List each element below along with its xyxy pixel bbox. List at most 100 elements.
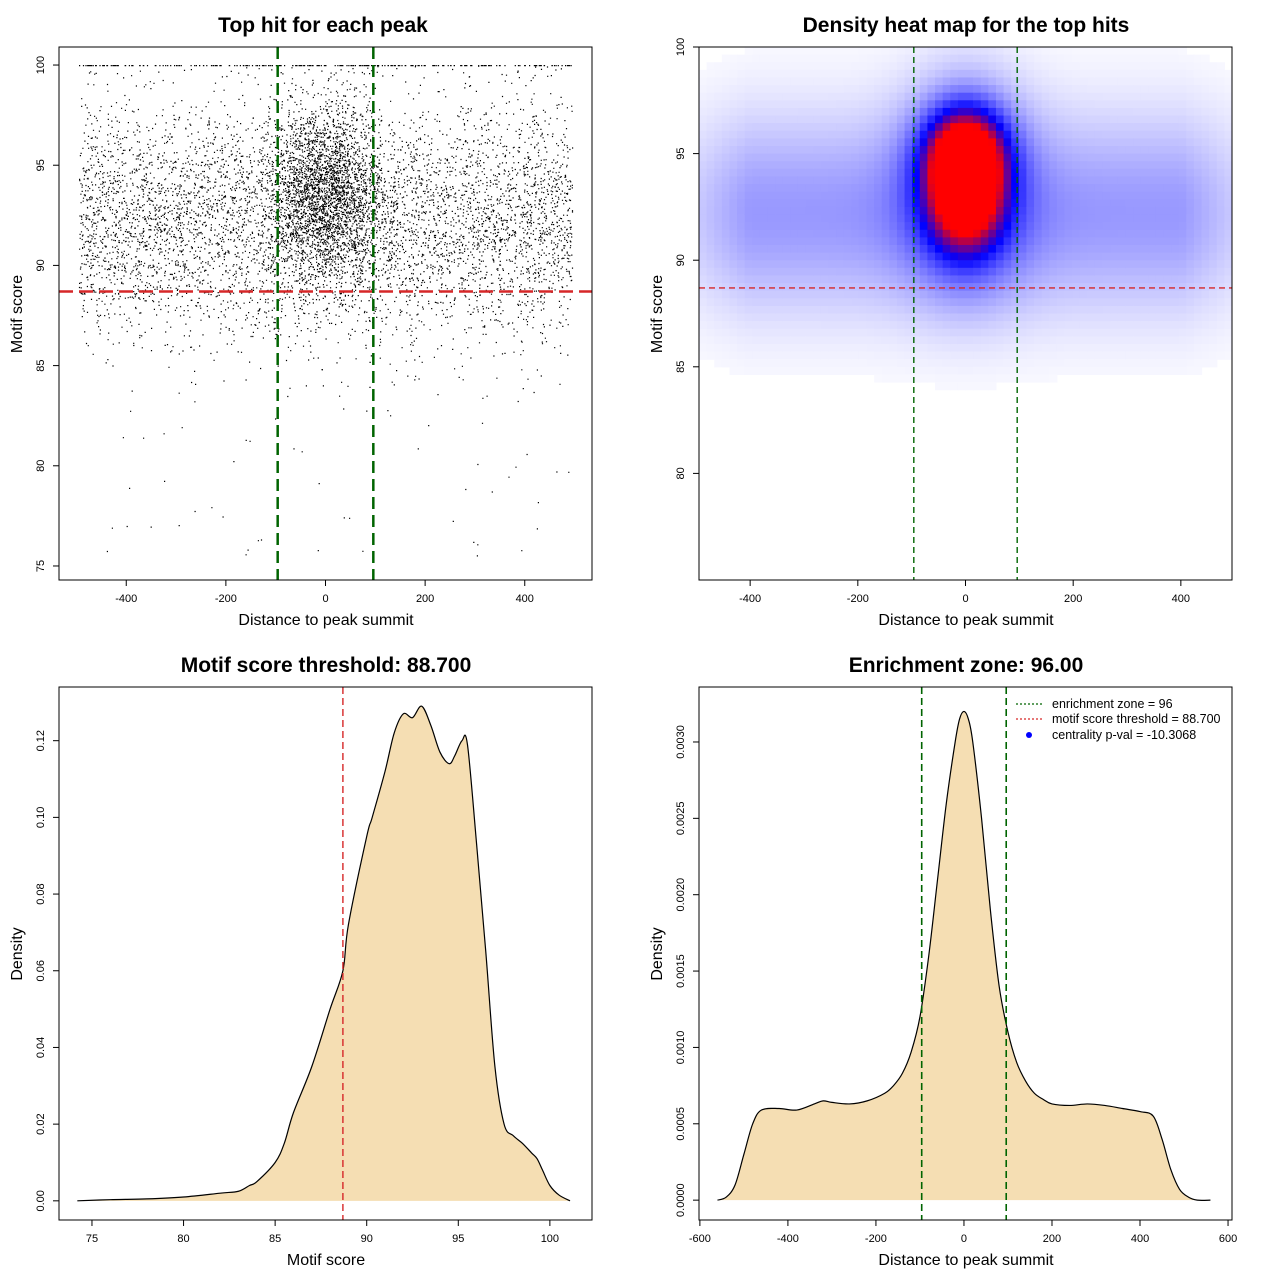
- heatmap-cell: [767, 47, 776, 56]
- heatmap-cell: [797, 92, 807, 101]
- heatmap-cell: [714, 283, 723, 292]
- heatmap-cell: [1140, 199, 1149, 208]
- heatmap-cell: [957, 123, 967, 132]
- heatmap-cell: [995, 62, 1005, 71]
- heatmap-cell: [1125, 252, 1134, 261]
- heatmap-cell: [1117, 130, 1126, 139]
- heatmap-cell: [1064, 176, 1073, 185]
- heatmap-cell: [813, 145, 822, 155]
- heatmap-cell: [1148, 260, 1157, 269]
- heatmap-cell: [1224, 260, 1232, 269]
- heatmap-cell: [699, 290, 708, 299]
- heatmap-cell: [1064, 244, 1073, 254]
- heatmap-cell: [813, 62, 822, 71]
- heatmap-cell: [1011, 313, 1020, 322]
- heatmap-cell: [744, 252, 753, 261]
- heatmap-cell: [1216, 130, 1225, 139]
- heatmap-cell: [1049, 252, 1058, 261]
- heatmap-cell: [858, 313, 868, 322]
- heatmap-cell: [935, 244, 944, 254]
- heatmap-cell: [1178, 222, 1187, 231]
- heatmap-cell: [820, 343, 830, 353]
- heatmap-cell: [919, 252, 929, 261]
- heatmap-cell: [889, 138, 898, 147]
- heatmap-cell: [889, 130, 898, 139]
- heatmap-cell: [950, 161, 959, 170]
- heatmap-cell: [828, 298, 837, 307]
- heatmap-cell: [843, 222, 852, 231]
- heatmap-cell: [874, 100, 883, 109]
- heatmap-cell: [790, 267, 799, 277]
- heatmap-cell: [874, 138, 883, 147]
- heatmap-cell: [919, 54, 929, 63]
- heatmap-cell: [1133, 130, 1142, 139]
- heatmap-cell: [699, 184, 708, 193]
- heatmap-cell: [1041, 229, 1050, 238]
- heatmap-cell: [1026, 252, 1035, 261]
- heatmap-cell: [1155, 47, 1165, 56]
- heatmap-cell: [973, 366, 982, 376]
- heatmap-cell: [1110, 244, 1119, 254]
- heatmap-cell: [1148, 244, 1157, 254]
- heatmap-cell: [1102, 130, 1111, 139]
- heatmap-cell: [790, 229, 799, 238]
- heatmap-cell: [729, 168, 738, 178]
- scatter-y-label: Motif score: [9, 275, 26, 353]
- heatmap-cell: [889, 153, 898, 162]
- heatmap-cell: [988, 222, 997, 231]
- heatmap-cell: [752, 206, 761, 216]
- heatmap-cell: [1026, 351, 1035, 360]
- distance-density-y-tick-label: 0.0025: [675, 802, 687, 836]
- heatmap-cell: [1102, 184, 1111, 193]
- heatmap-cell: [866, 145, 875, 155]
- heatmap-cell: [950, 321, 959, 330]
- heatmap-cell: [1125, 359, 1134, 368]
- heatmap-cell: [1155, 343, 1165, 353]
- heatmap-y-tick-label: 80: [675, 467, 687, 479]
- heatmap-cell: [737, 130, 746, 139]
- score-density-curve: [77, 705, 571, 1202]
- heatmap-cell: [820, 351, 830, 360]
- heatmap-cell: [950, 123, 959, 132]
- heatmap-cell: [896, 176, 906, 185]
- heatmap-cell: [843, 145, 852, 155]
- heatmap-cell: [1140, 260, 1149, 269]
- heatmap-cell: [995, 168, 1005, 178]
- heatmap-cell: [1087, 184, 1096, 193]
- heatmap-cell: [759, 359, 769, 368]
- heatmap-cell: [965, 244, 974, 254]
- heatmap-cell: [1064, 115, 1073, 124]
- heatmap-cell: [737, 191, 746, 200]
- heatmap-cell: [1026, 130, 1035, 139]
- heatmap-cell: [1026, 161, 1035, 170]
- heatmap-cell: [935, 199, 944, 208]
- heatmap-cell: [797, 313, 807, 322]
- heatmap-cell: [1224, 77, 1232, 86]
- heatmap-cell: [1209, 214, 1218, 223]
- heatmap-cell: [1155, 336, 1165, 345]
- heatmap-cell: [1216, 184, 1225, 193]
- heatmap-cell: [797, 275, 807, 284]
- heatmap-cell: [782, 115, 791, 124]
- heatmap-cell: [950, 77, 959, 86]
- heatmap-cell: [851, 252, 860, 261]
- heatmap-cell: [1034, 290, 1043, 299]
- heatmap-cell: [752, 290, 761, 299]
- heatmap-cell: [1125, 145, 1134, 155]
- heatmap-cell: [1087, 77, 1096, 86]
- heatmap-cell: [942, 382, 951, 391]
- heatmap-cell: [714, 184, 723, 193]
- heatmap-cell: [729, 161, 738, 170]
- heatmap-cell: [1224, 321, 1232, 330]
- heatmap-cell: [1087, 305, 1096, 315]
- heatmap-cell: [950, 47, 959, 56]
- heatmap-cell: [1117, 321, 1126, 330]
- heatmap-cell: [813, 298, 822, 307]
- heatmap-cell: [797, 305, 807, 315]
- heatmap-cell: [1018, 359, 1028, 368]
- heatmap-cell: [1056, 214, 1066, 223]
- heatmap-cell: [1049, 328, 1058, 337]
- heatmap-cell: [1087, 107, 1096, 117]
- heatmap-cell: [775, 366, 784, 376]
- heatmap-cell: [919, 199, 929, 208]
